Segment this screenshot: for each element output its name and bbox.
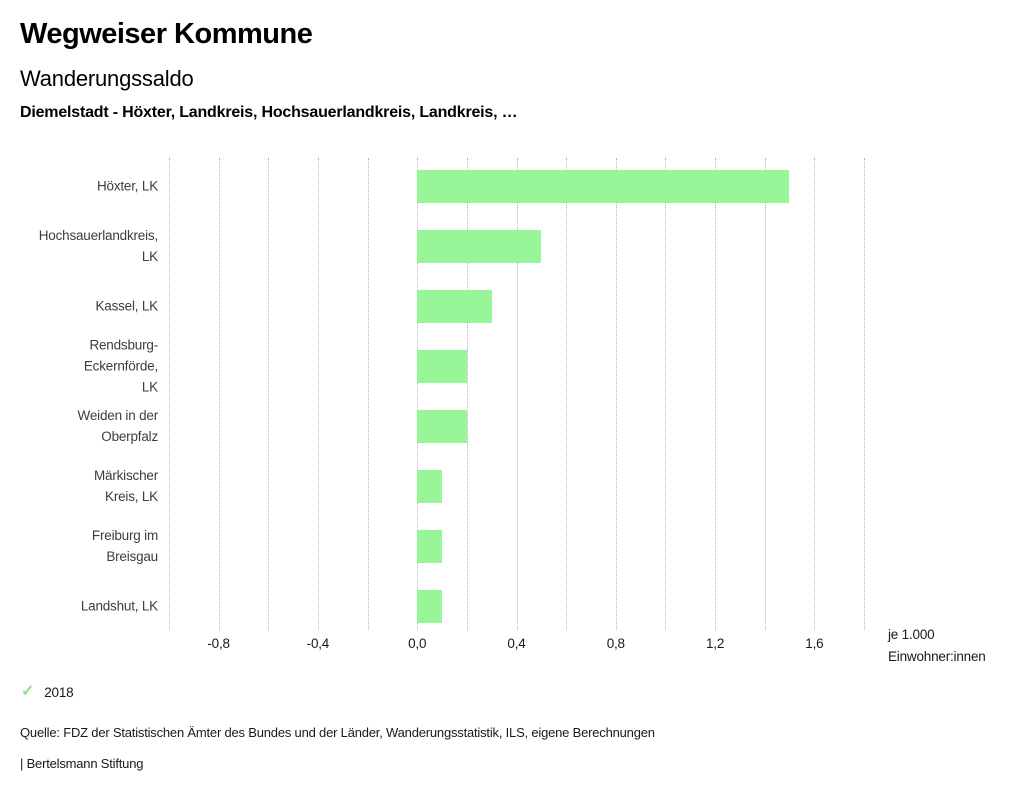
gridline	[566, 158, 568, 630]
gridline	[665, 158, 667, 630]
bar-märkischer-kreis,-lk[interactable]	[417, 469, 442, 503]
x-tick-label: 0,4	[507, 636, 526, 651]
branding-text: | Bertelsmann Stiftung	[20, 756, 144, 771]
selection-subtitle: Diemelstadt - Höxter, Landkreis, Hochsau…	[20, 104, 518, 121]
x-tick-label: -0,4	[306, 636, 330, 651]
page-title: Wegweiser Kommune	[20, 18, 313, 50]
category-label: Rendsburg- Eckernförde, LK	[83, 337, 158, 395]
gridline	[715, 158, 717, 630]
bar-landshut,-lk[interactable]	[417, 589, 442, 623]
category-label: Landshut, LK	[80, 598, 158, 614]
gridline	[169, 158, 170, 630]
category-label: Weiden in der Oberpfalz	[77, 408, 159, 444]
source-text: Quelle: FDZ der Statistischen Ämter des …	[20, 725, 655, 740]
axis-unit-line2: Einwohner:innen	[888, 649, 986, 664]
gridline	[218, 158, 220, 630]
axis-unit-line1: je 1.000	[888, 627, 935, 642]
legend-year-label: 2018	[44, 684, 74, 700]
bar-kassel,-lk[interactable]	[417, 289, 492, 323]
gridline	[864, 158, 865, 630]
bar-höxter,-lk[interactable]	[417, 169, 790, 203]
checkmark-icon: ✓	[21, 683, 35, 700]
category-label: Höxter, LK	[96, 178, 158, 194]
legend-item-2018[interactable]: ✓ 2018	[21, 683, 74, 700]
x-tick-label: 0,0	[408, 636, 427, 651]
gridline	[317, 158, 319, 630]
bar-hochsauerlandkreis,-lk[interactable]	[417, 229, 542, 263]
gridline	[764, 158, 766, 630]
x-tick-label: 1,6	[805, 636, 824, 651]
gridline	[615, 158, 617, 630]
gridline	[268, 158, 270, 630]
chart-title: Wanderungssaldo	[20, 66, 194, 91]
bar-weiden-in-der-oberpfalz[interactable]	[417, 409, 467, 443]
gridline	[516, 158, 518, 630]
plot-area	[169, 158, 865, 630]
bar-rendsburg--eckernförde,-lk[interactable]	[417, 349, 467, 383]
x-tick-label: -0,8	[207, 636, 230, 651]
category-label: Hochsauerlandkreis, LK	[38, 228, 158, 264]
axis-unit-label: je 1.000 Einwohner:innen	[888, 624, 986, 668]
category-label: Freiburg im Breisgau	[91, 528, 158, 564]
category-label: Kassel, LK	[95, 298, 158, 314]
category-label: Märkischer Kreis, LK	[93, 468, 158, 504]
gridline	[367, 158, 369, 630]
gridline	[466, 158, 468, 630]
gridline	[417, 158, 419, 630]
x-tick-label: 1,2	[706, 636, 725, 651]
gridline	[814, 158, 816, 630]
category-axis: Höxter, LK Hochsauerlandkreis, LK Kassel, …	[0, 158, 160, 630]
bar-freiburg-im-breisgau[interactable]	[417, 529, 442, 563]
value-axis: -0,8 -0,4 0,0 0,4 0,8 1,2 1,6	[169, 636, 864, 654]
x-tick-label: 0,8	[606, 636, 625, 651]
